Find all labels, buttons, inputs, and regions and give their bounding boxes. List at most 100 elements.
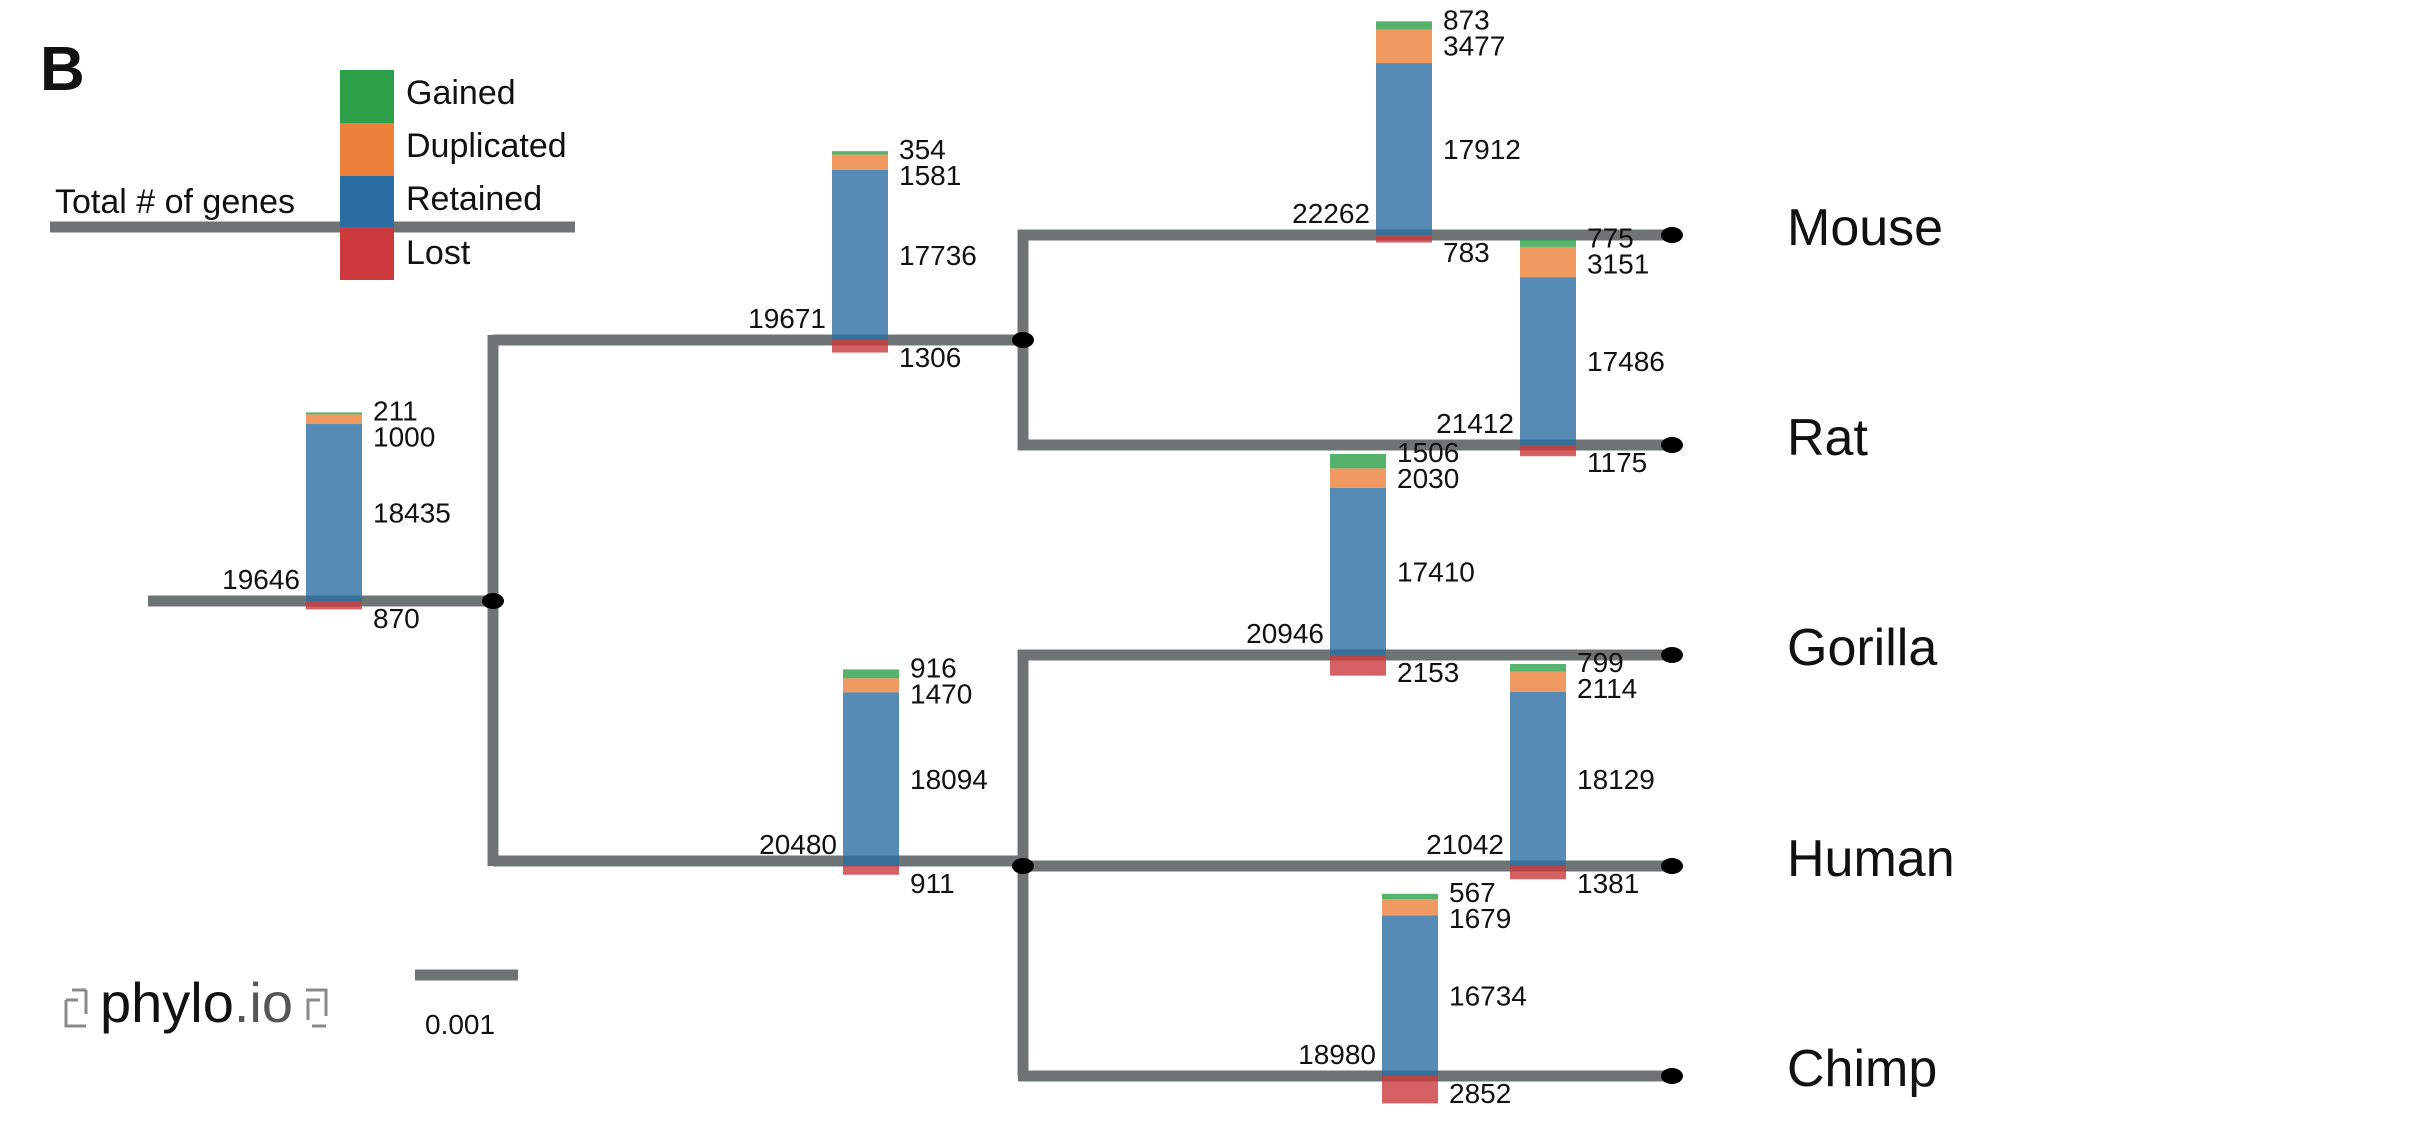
bar-rat bbox=[1520, 239, 1576, 457]
bar-rat-retained bbox=[1520, 277, 1576, 445]
bar-human bbox=[1510, 663, 1566, 880]
legend-label-duplicated: Duplicated bbox=[406, 127, 567, 165]
label-chimp-retained: 16734 bbox=[1449, 981, 1527, 1012]
label-mouse-retained: 17912 bbox=[1443, 134, 1521, 165]
legend-swatch-retained bbox=[340, 176, 394, 227]
label-rat-gained: 775 bbox=[1587, 222, 1634, 253]
bar-chimp bbox=[1382, 893, 1438, 1104]
label-chimp-total: 18980 bbox=[1298, 1039, 1376, 1070]
panel-label: B bbox=[40, 35, 85, 104]
label-mouse-total: 22262 bbox=[1292, 198, 1370, 229]
bar-root-gained bbox=[306, 412, 362, 415]
legend-swatch-duplicated bbox=[340, 123, 394, 176]
bar-primates-gained bbox=[843, 669, 899, 679]
bar-mouse-duplicated bbox=[1376, 29, 1432, 64]
bar-root-lost bbox=[306, 601, 362, 610]
label-gorilla-retained: 17410 bbox=[1397, 556, 1475, 587]
taxon-label-human: Human bbox=[1787, 830, 1955, 888]
legend-swatch-lost bbox=[340, 227, 394, 280]
taxon-label-mouse: Mouse bbox=[1787, 199, 1943, 257]
bar-chimp-duplicated bbox=[1382, 899, 1438, 916]
bar-chimp-gained bbox=[1382, 893, 1438, 900]
node-rodents bbox=[1012, 332, 1034, 348]
label-primates-retained: 18094 bbox=[910, 764, 988, 795]
tip-mouse bbox=[1661, 227, 1683, 243]
bar-rat-duplicated bbox=[1520, 246, 1576, 278]
label-rodents-duplicated: 1581 bbox=[899, 160, 961, 191]
taxon-label-rat: Rat bbox=[1787, 409, 1868, 467]
legend-axis-label: Total # of genes bbox=[55, 183, 295, 221]
label-root-total: 19646 bbox=[222, 564, 300, 595]
bar-rodents-gained bbox=[832, 151, 888, 155]
phylo-io-logo: phylo.io bbox=[64, 971, 328, 1034]
bar-root-duplicated bbox=[306, 414, 362, 425]
bar-mouse-gained bbox=[1376, 21, 1432, 30]
node-root bbox=[482, 593, 504, 609]
bar-rodents bbox=[832, 151, 888, 353]
bar-human-retained bbox=[1510, 691, 1566, 866]
taxon-label-chimp: Chimp bbox=[1787, 1040, 1937, 1098]
bar-primates-retained bbox=[843, 692, 899, 866]
bar-mouse-lost bbox=[1376, 235, 1432, 243]
label-gorilla-duplicated: 2030 bbox=[1397, 463, 1459, 494]
label-rat-lost: 1175 bbox=[1587, 447, 1647, 478]
label-human-total: 21042 bbox=[1426, 829, 1504, 860]
label-gorilla-lost: 2153 bbox=[1397, 657, 1459, 688]
label-rodents-lost: 1306 bbox=[899, 342, 961, 373]
bar-gorilla-gained bbox=[1330, 453, 1386, 469]
logo-text-suffix: .io bbox=[234, 971, 293, 1034]
label-root-lost: 870 bbox=[373, 603, 420, 634]
logo-text: phylo.io bbox=[100, 971, 293, 1034]
bar-primates bbox=[843, 669, 899, 875]
legend: Total # of genes Gained Duplicated Retai… bbox=[50, 70, 575, 280]
label-human-gained: 799 bbox=[1577, 647, 1624, 678]
bar-mouse-retained bbox=[1376, 63, 1432, 235]
label-root-duplicated: 1000 bbox=[373, 421, 435, 452]
label-root-gained: 211 bbox=[373, 395, 418, 426]
label-root-retained: 18435 bbox=[373, 498, 451, 529]
label-primates-total: 20480 bbox=[759, 829, 837, 860]
bar-gorilla-retained bbox=[1330, 487, 1386, 655]
tip-rat bbox=[1661, 437, 1683, 453]
bar-human-gained bbox=[1510, 663, 1566, 672]
label-primates-gained: 916 bbox=[910, 652, 957, 683]
label-rodents-total: 19671 bbox=[748, 303, 826, 334]
bar-gorilla-lost bbox=[1330, 655, 1386, 676]
bar-root bbox=[306, 412, 362, 610]
label-mouse-duplicated: 3477 bbox=[1443, 30, 1505, 61]
bar-chimp-lost bbox=[1382, 1076, 1438, 1104]
bar-chimp-retained bbox=[1382, 915, 1438, 1076]
label-chimp-lost: 2852 bbox=[1449, 1078, 1511, 1109]
label-primates-lost: 911 bbox=[910, 868, 955, 899]
tip-chimp bbox=[1661, 1068, 1683, 1084]
taxon-label-gorilla: Gorilla bbox=[1787, 619, 1937, 677]
scale-bar-label: 0.001 bbox=[425, 1009, 495, 1040]
tip-gorilla bbox=[1661, 647, 1683, 663]
bar-human-lost bbox=[1510, 866, 1566, 880]
bar-primates-lost bbox=[843, 866, 899, 875]
bar-gorilla bbox=[1330, 453, 1386, 676]
bar-rodents-duplicated bbox=[832, 154, 888, 170]
label-rodents-gained: 354 bbox=[899, 134, 946, 165]
bar-mouse bbox=[1376, 21, 1432, 243]
label-mouse-lost: 783 bbox=[1443, 237, 1490, 268]
tree-branches bbox=[148, 227, 1683, 1084]
label-rodents-retained: 17736 bbox=[899, 240, 977, 271]
label-gorilla-total: 20946 bbox=[1246, 618, 1324, 649]
bar-human-duplicated bbox=[1510, 671, 1566, 692]
label-chimp-gained: 567 bbox=[1449, 877, 1496, 908]
legend-swatch-gained bbox=[340, 70, 394, 123]
label-rat-duplicated: 3151 bbox=[1587, 248, 1649, 279]
bar-rodents-retained bbox=[832, 169, 888, 340]
legend-label-gained: Gained bbox=[406, 74, 516, 112]
label-human-retained: 18129 bbox=[1577, 764, 1655, 795]
bar-gorilla-duplicated bbox=[1330, 468, 1386, 488]
scale-bar: 0.001 bbox=[415, 969, 518, 1040]
label-rat-retained: 17486 bbox=[1587, 346, 1665, 377]
bar-root-retained bbox=[306, 424, 362, 601]
bar-primates-duplicated bbox=[843, 678, 899, 693]
bar-rat-lost bbox=[1520, 445, 1576, 457]
logo-right-bracket-icon bbox=[306, 988, 328, 1028]
label-rat-total: 21412 bbox=[1436, 408, 1514, 439]
